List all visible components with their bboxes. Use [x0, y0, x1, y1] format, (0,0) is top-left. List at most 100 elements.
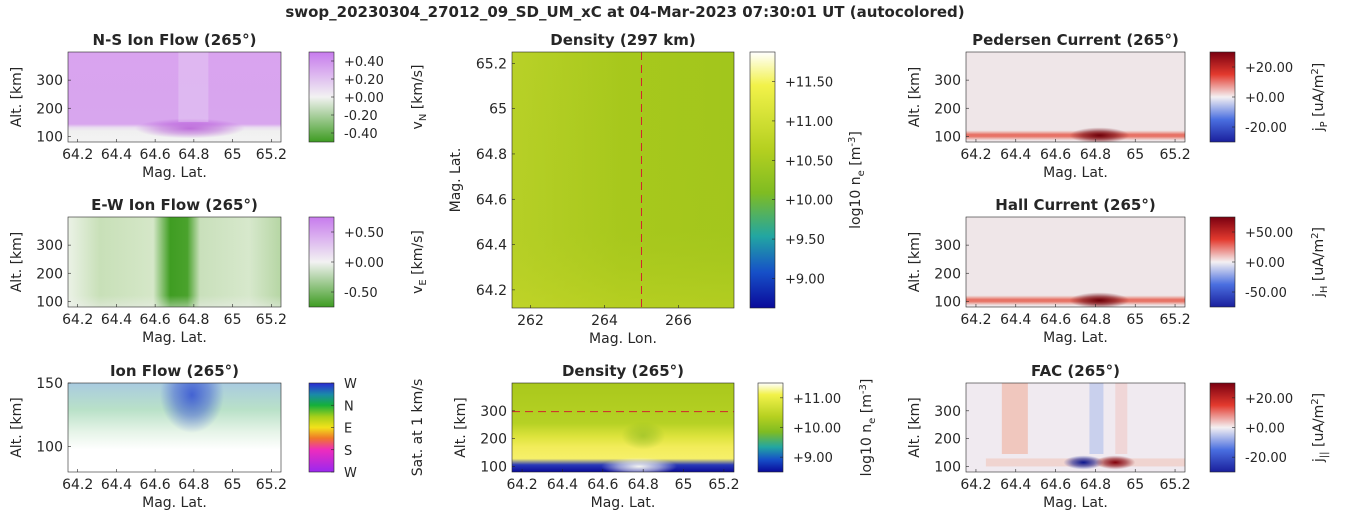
y-axis-label: Alt. [km] — [453, 397, 469, 458]
colorbar — [1209, 51, 1236, 143]
panel-fac: FAC (265°) 64.2 64.4 64.6 64.8 65 65.2 100 200 30… — [907, 362, 1330, 511]
panel-pedersen: Pedersen Current (265°) 64.2 64.4 64.6 64.8 6… — [907, 31, 1330, 181]
y-axis-label: Alt. [km] — [907, 397, 923, 458]
colorbar-tick-label: +0.40 — [344, 55, 384, 70]
colorbar-tick-label: +11.00 — [793, 392, 841, 407]
panel-title: E-W Ion Flow (265°) — [91, 196, 258, 214]
colorbar-tick-label: +11.00 — [785, 115, 833, 130]
y-tick-label: 300 — [36, 73, 63, 89]
panel-density_alt: Density (265°) 64.2 64.4 64.6 64.8 65 65.2 100 2… — [453, 362, 878, 511]
colorbar-tick-label: W — [344, 377, 357, 392]
y-tick-label: 64.4 — [476, 238, 507, 254]
heatmap — [512, 52, 734, 308]
colorbar — [308, 51, 335, 143]
x-tick-label: 64.6 — [587, 477, 618, 493]
y-tick-label: 200 — [934, 432, 961, 448]
x-tick-label: 64.2 — [960, 147, 991, 163]
x-tick-label: 65 — [224, 477, 242, 493]
x-tick-label: 64.2 — [62, 477, 93, 493]
heatmap-fill — [512, 383, 734, 472]
panel-ew_flow: E-W Ion Flow (265°) 64.2 64.4 64.6 64.8 65 65.… — [9, 196, 429, 346]
colorbar-tick-label: W — [344, 466, 357, 481]
x-axis-label: Mag. Lat. — [1043, 330, 1108, 346]
axes-frame — [67, 382, 282, 473]
heatmap — [512, 383, 734, 472]
colorbar-tick-label: +0.00 — [1245, 91, 1285, 106]
x-tick-label: 64.2 — [507, 477, 538, 493]
colorbar-tick-label: +0.20 — [344, 73, 384, 88]
colorbar — [308, 382, 335, 473]
colorbar-tick-label: +0.00 — [1245, 422, 1285, 437]
y-axis-label: Mag. Lat. — [448, 148, 464, 213]
colorbar-tick-label: +0.00 — [1245, 256, 1285, 271]
colorbar-label: jP​ [uA/m2​] — [1310, 63, 1330, 132]
y-tick-label: 64.8 — [476, 147, 507, 163]
panel-title: Pedersen Current (265°) — [972, 31, 1179, 49]
colorbar-tick-label: S — [344, 444, 352, 459]
x-tick-label: 264 — [591, 313, 618, 329]
colorbar-tick-label: +20.00 — [1245, 61, 1293, 76]
x-tick-label: 64.8 — [628, 477, 659, 493]
y-tick-label: 100 — [36, 129, 63, 145]
y-axis-label: Alt. [km] — [9, 232, 25, 293]
y-axis-label: Alt. [km] — [9, 67, 25, 128]
colorbar-label: j||​ [uA/m2​] — [1310, 393, 1330, 463]
y-tick-label: 100 — [36, 294, 63, 310]
heatmap — [966, 52, 1185, 142]
colorbar — [749, 51, 776, 309]
x-tick-label: 64.6 — [140, 312, 171, 328]
colorbar-tick-label: +11.50 — [785, 76, 833, 91]
y-tick-label: 65.2 — [476, 56, 507, 72]
x-tick-label: 64.4 — [101, 147, 132, 163]
x-tick-label: 65.2 — [256, 147, 287, 163]
colorbar-tick-label: +0.00 — [344, 91, 384, 106]
x-tick-label: 64.6 — [1040, 312, 1071, 328]
y-tick-label: 100 — [934, 294, 961, 310]
x-tick-label: 65.2 — [708, 477, 739, 493]
y-tick-label: 300 — [934, 73, 961, 89]
y-tick-label: 100 — [480, 459, 507, 475]
x-tick-label: 262 — [517, 313, 544, 329]
panel-title: Ion Flow (265°) — [110, 362, 239, 380]
x-tick-label: 64.4 — [101, 477, 132, 493]
y-tick-label: 64.6 — [476, 192, 507, 208]
flow-streak — [178, 52, 209, 122]
axes-frame — [511, 382, 735, 473]
x-axis-label: Mag. Lat. — [142, 330, 207, 346]
x-tick-label: 64.6 — [1040, 477, 1071, 493]
colorbar-label: jH​ [uA/m2​] — [1310, 227, 1330, 298]
x-tick-label: 64.4 — [1000, 147, 1031, 163]
x-axis-label: Mag. Lat. — [142, 165, 207, 181]
x-tick-label: 65.2 — [1159, 312, 1190, 328]
y-tick-label: 65 — [489, 102, 507, 118]
x-axis-label: Mag. Lat. — [1043, 165, 1108, 181]
panel-density_map: Density (297 km) 262 264 266 64.2 64.4 64.6 64.… — [448, 31, 867, 347]
x-tick-label: 64.4 — [1000, 477, 1031, 493]
colorbar-tick-label: -0.40 — [344, 127, 378, 142]
x-tick-label: 64.4 — [547, 477, 578, 493]
x-tick-label: 64.8 — [178, 312, 209, 328]
x-tick-label: 65.2 — [256, 477, 287, 493]
x-tick-label: 64.4 — [1000, 312, 1031, 328]
panel-title: Hall Current (265°) — [995, 196, 1155, 214]
colorbar-tick-label: +9.50 — [785, 233, 825, 248]
y-axis-label: Alt. [km] — [907, 67, 923, 128]
heatmap-fill — [966, 217, 1185, 307]
colorbar-tick-label: +0.00 — [344, 256, 384, 271]
x-tick-label: 64.8 — [1080, 477, 1111, 493]
figure-title: swop_20230304_27012_09_SD_UM_xC at 04-Ma… — [285, 3, 964, 21]
x-tick-label: 64.8 — [1080, 312, 1111, 328]
colorbar-tick-label: -20.00 — [1245, 121, 1287, 136]
x-axis-label: Mag. Lat. — [1043, 495, 1108, 511]
axes-frame — [511, 51, 735, 309]
panel-ion_flow: Ion Flow (265°) 64.2 64.4 64.6 64.8 65 65.2 100… — [9, 362, 426, 511]
flow-blob — [134, 118, 245, 139]
current-peak — [1069, 292, 1130, 307]
x-axis-label: Mag. Lat. — [142, 495, 207, 511]
fac-streak-pink — [1115, 383, 1128, 454]
colorbar-label: vN​ [km/s] — [410, 65, 429, 130]
x-tick-label: 64.2 — [62, 312, 93, 328]
y-tick-label: 150 — [36, 376, 63, 392]
heatmap-fill — [68, 217, 281, 307]
